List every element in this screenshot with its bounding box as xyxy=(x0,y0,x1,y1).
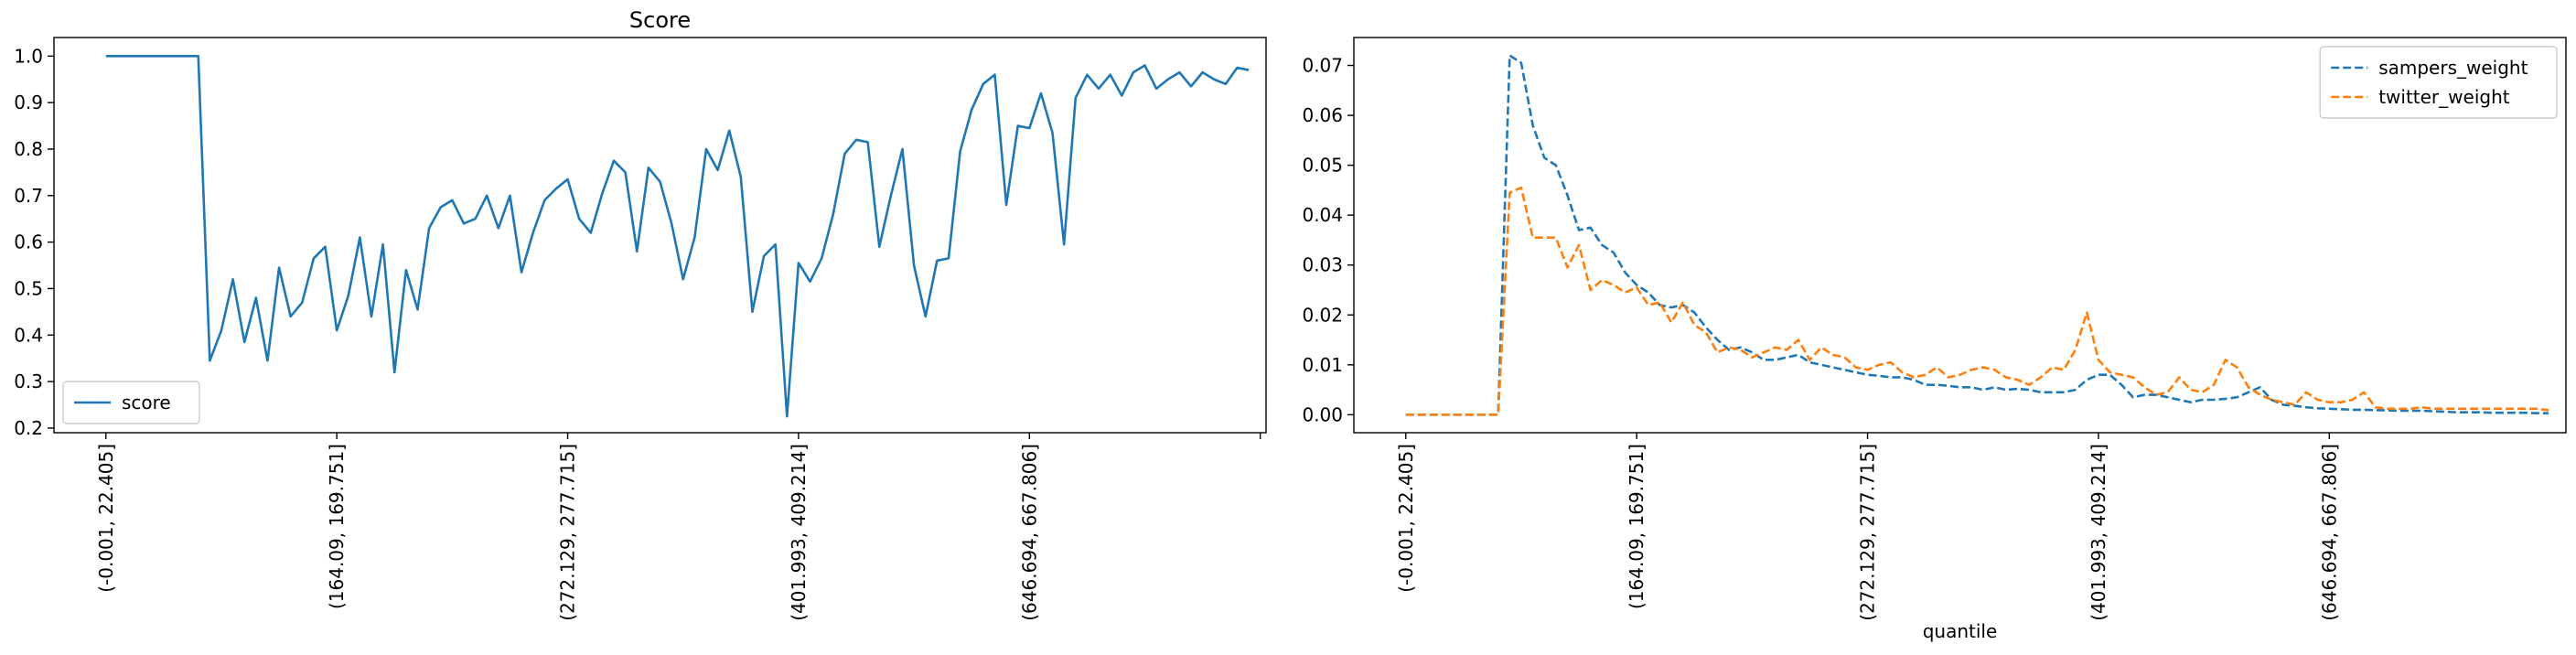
x-tick-label: (164.09, 169.751] xyxy=(326,444,348,609)
y-tick-label: 0.5 xyxy=(14,277,43,299)
legend: sampers_weight twitter_weight xyxy=(2319,46,2558,119)
y-tick-label: 0.01 xyxy=(1302,354,1343,376)
legend-box xyxy=(62,381,200,424)
y-tick-label: 0.6 xyxy=(14,231,43,253)
plot-frame xyxy=(53,37,1267,434)
x-axis-label: quantile xyxy=(1923,620,1998,642)
series-line-sampers-weight xyxy=(1405,54,2549,416)
legend-label-sampers-weight: sampers_weight xyxy=(2378,57,2528,79)
y-tick-label: 0.05 xyxy=(1302,155,1343,177)
plot-frame xyxy=(1353,37,2567,434)
x-tick-label: (401.993, 409.214] xyxy=(2088,444,2109,621)
weights-chart-panel: 0.00 0.01 0.02 0.03 0.04 0.05 0.06 0.07 (-0.001,… xyxy=(1302,37,2567,642)
y-tick-label: 0.8 xyxy=(14,138,43,160)
legend-box xyxy=(2319,46,2558,119)
y-tick-label: 0.2 xyxy=(14,417,43,439)
legend-label-twitter-weight: twitter_weight xyxy=(2378,86,2510,108)
x-tick-label: (272.129, 277.715] xyxy=(1857,444,1879,621)
x-tick-label: (646.694, 667.806] xyxy=(1018,444,1040,621)
x-tick-label: (646.694, 667.806] xyxy=(2318,444,2340,621)
x-tick-label: (401.993, 409.214] xyxy=(788,444,810,621)
y-tick-label: 0.9 xyxy=(14,91,43,113)
y-tick-label: 0.06 xyxy=(1302,104,1343,126)
x-tick-label: (-0.001, 22.405] xyxy=(95,444,117,593)
y-tick-label: 1.0 xyxy=(14,45,43,67)
y-tick-label: 0.07 xyxy=(1302,55,1343,77)
x-tick-label: (164.09, 169.751] xyxy=(1626,444,1648,609)
y-tick-label: 0.7 xyxy=(14,185,43,207)
legend-label-score: score xyxy=(122,392,171,413)
score-chart-panel: Score 0.2 0.3 0.4 0.5 0.6 0.7 0.8 0.9 1.0 (-0.001,… xyxy=(14,7,1267,621)
y-tick-label: 0.04 xyxy=(1302,204,1343,226)
x-tick-label: (272.129, 277.715] xyxy=(557,444,579,621)
legend: score xyxy=(62,381,200,424)
y-tick-label: 0.4 xyxy=(14,324,43,346)
y-tick-label: 0.03 xyxy=(1302,254,1343,276)
y-tick-label: 0.3 xyxy=(14,370,43,392)
series-line-score xyxy=(105,55,1250,418)
x-tick-label: (-0.001, 22.405] xyxy=(1395,444,1417,593)
y-tick-label: 0.00 xyxy=(1302,403,1343,425)
chart-title: Score xyxy=(629,7,691,33)
series-line-twitter-weight xyxy=(1405,186,2549,416)
y-tick-label: 0.02 xyxy=(1302,304,1343,326)
